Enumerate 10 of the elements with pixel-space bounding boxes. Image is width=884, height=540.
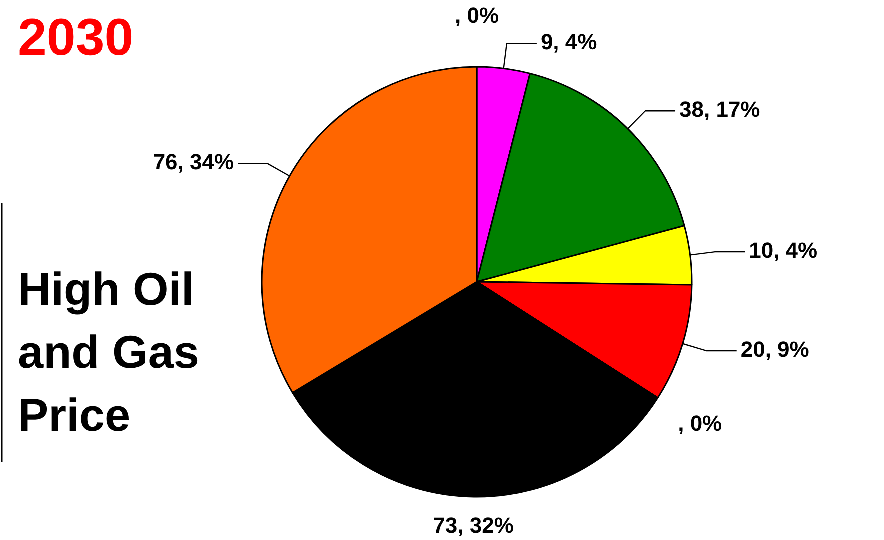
data-label: 10, 4% bbox=[749, 238, 818, 263]
data-label: 73, 32% bbox=[433, 512, 514, 538]
data-label: 9, 4% bbox=[540, 30, 598, 55]
data-label: 38, 17% bbox=[680, 96, 760, 122]
data-label: 76, 34% bbox=[153, 150, 234, 175]
chart-title: 2030 bbox=[18, 9, 134, 67]
text: , 0% bbox=[678, 410, 722, 436]
text: High Oil and Gas Price bbox=[18, 263, 200, 441]
data-label: 20, 9% bbox=[740, 336, 810, 362]
text: , 0% bbox=[454, 2, 500, 28]
